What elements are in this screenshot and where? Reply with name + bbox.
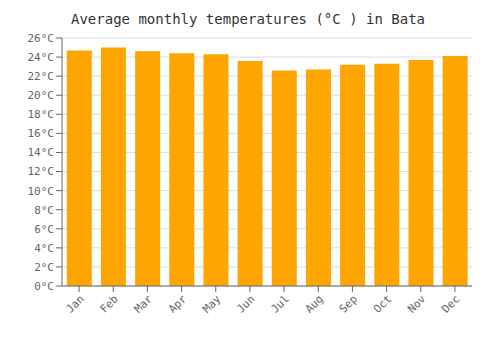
svg-text:Mar: Mar bbox=[132, 292, 156, 316]
html-text:Average monthly temperatures (: Average monthly temperatures (°C ) in Ba… bbox=[71, 11, 425, 27]
svg-text:20°C: 20°C bbox=[28, 89, 55, 102]
svg-text:8°C: 8°C bbox=[34, 204, 54, 217]
svg-text:18°C: 18°C bbox=[28, 108, 55, 121]
svg-text:26°C: 26°C bbox=[28, 32, 55, 45]
svg-text:Nov: Nov bbox=[405, 292, 429, 316]
svg-text:Aug: Aug bbox=[303, 292, 326, 315]
svg-text:12°C: 12°C bbox=[28, 165, 55, 178]
svg-text:Jun: Jun bbox=[234, 292, 257, 315]
svg-text:May: May bbox=[200, 292, 224, 316]
svg-text:10°C: 10°C bbox=[28, 185, 55, 198]
svg-text:2°C: 2°C bbox=[34, 261, 54, 274]
svg-text:Dec: Dec bbox=[439, 292, 462, 315]
svg-text:Feb: Feb bbox=[98, 292, 121, 315]
svg-text:16°C: 16°C bbox=[28, 127, 55, 140]
svg-text:Oct: Oct bbox=[371, 292, 394, 315]
svg-text:14°C: 14°C bbox=[28, 146, 55, 159]
svg-text:4°C: 4°C bbox=[34, 242, 54, 255]
svg-text:Apr: Apr bbox=[166, 292, 190, 316]
svg-text:0°C: 0°C bbox=[34, 280, 54, 293]
svg-text:6°C: 6°C bbox=[34, 223, 54, 236]
svg-text:24°C: 24°C bbox=[28, 51, 55, 64]
svg-text:22°C: 22°C bbox=[28, 70, 55, 83]
svg-text:Jan: Jan bbox=[63, 292, 86, 315]
svg-text:Sep: Sep bbox=[337, 292, 360, 315]
svg-text:Jul: Jul bbox=[268, 292, 291, 315]
